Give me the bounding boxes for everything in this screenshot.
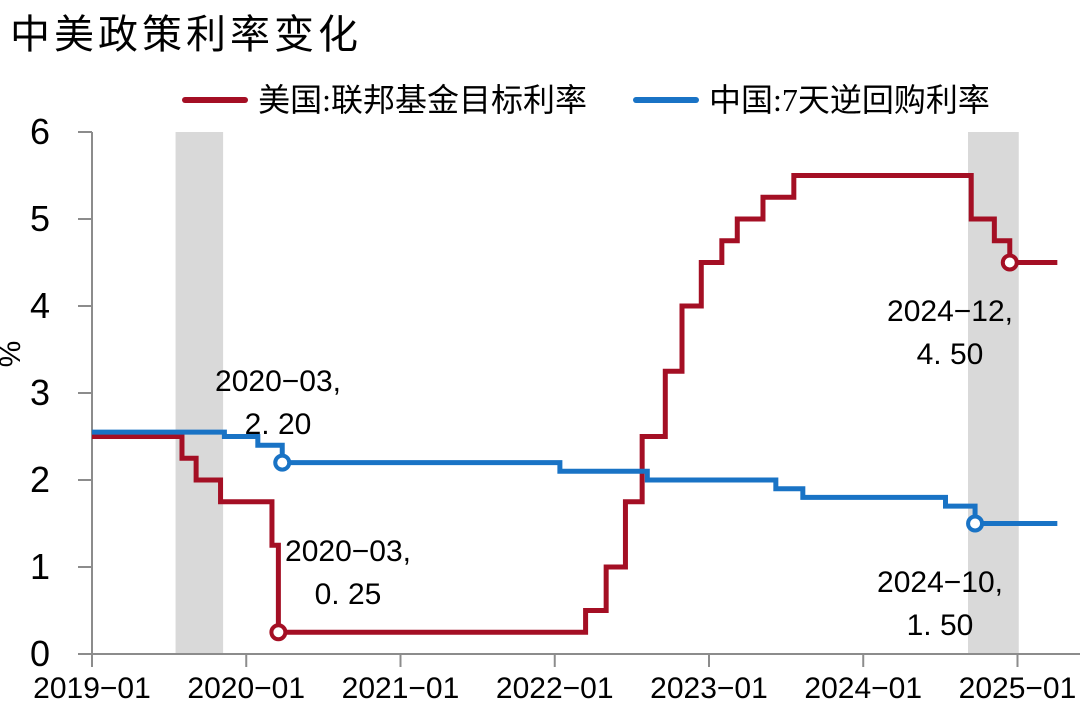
y-tick-label: 0 (30, 633, 50, 674)
annotation-marker-us-2024-12-line1: 2024−12, (887, 295, 1013, 328)
y-tick-label: 4 (30, 285, 50, 326)
us-line-swatch (182, 97, 249, 104)
y-tick-label: 6 (30, 111, 50, 152)
x-tick-label: 2021−01 (342, 672, 460, 705)
x-tick-label: 2020−01 (187, 672, 305, 705)
y-tick-label: 2 (30, 459, 50, 500)
cn-line-swatch (633, 97, 699, 104)
annotation-marker-cn-2024-10-line1: 2024−10, (877, 566, 1003, 599)
x-tick-label: 2023−01 (650, 672, 768, 705)
legend-item-us: 美国:联邦基金目标利率 (182, 82, 587, 119)
shaded-band (175, 132, 224, 654)
annotation-marker-us-2020-03-line2: 0. 25 (315, 578, 382, 611)
y-tick-label: 1 (30, 546, 50, 587)
y-tick-label: 3 (30, 372, 50, 413)
marker-us-2024-12 (1000, 253, 1019, 272)
annotation-marker-us-2020-03-line1: 2020−03, (285, 535, 411, 568)
x-tick-label: 2019−01 (33, 672, 151, 705)
marker-cn-2020-03 (273, 453, 292, 472)
y-axis-unit-label: % (0, 341, 27, 368)
annotation-marker-cn-2020-03-line2: 2. 20 (245, 408, 312, 441)
x-tick-label: 2024−01 (804, 672, 922, 705)
x-tick-label: 2025−01 (959, 672, 1077, 705)
annotation-marker-cn-2024-10-line2: 1. 50 (907, 609, 974, 642)
legend: 美国:联邦基金目标利率 中国:7天逆回购利率 (92, 82, 1080, 119)
x-tick-label: 2022−01 (496, 672, 614, 705)
marker-cn-2024-10 (966, 514, 985, 533)
y-tick-label: 5 (30, 198, 50, 239)
legend-label-us: 美国:联邦基金目标利率 (258, 82, 587, 118)
legend-item-cn: 中国:7天逆回购利率 (633, 82, 990, 119)
line-us-federal-funds-target-rate (92, 173, 1058, 635)
page-title: 中美政策利率变化 (10, 12, 362, 57)
marker-us-2020-03 (269, 623, 288, 642)
annotation-marker-cn-2020-03-line1: 2020−03, (215, 365, 341, 398)
legend-label-cn: 中国:7天逆回购利率 (709, 82, 990, 118)
line-china-7d-reverse-repo-rate (92, 429, 1058, 526)
annotation-marker-us-2024-12-line2: 4. 50 (917, 338, 984, 371)
